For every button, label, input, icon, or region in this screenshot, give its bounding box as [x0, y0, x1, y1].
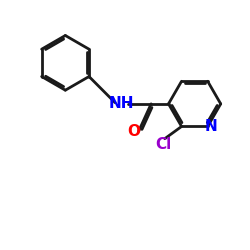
Text: NH: NH [108, 96, 134, 111]
Text: N: N [205, 119, 218, 134]
Text: O: O [128, 124, 141, 139]
Text: Cl: Cl [156, 138, 172, 152]
